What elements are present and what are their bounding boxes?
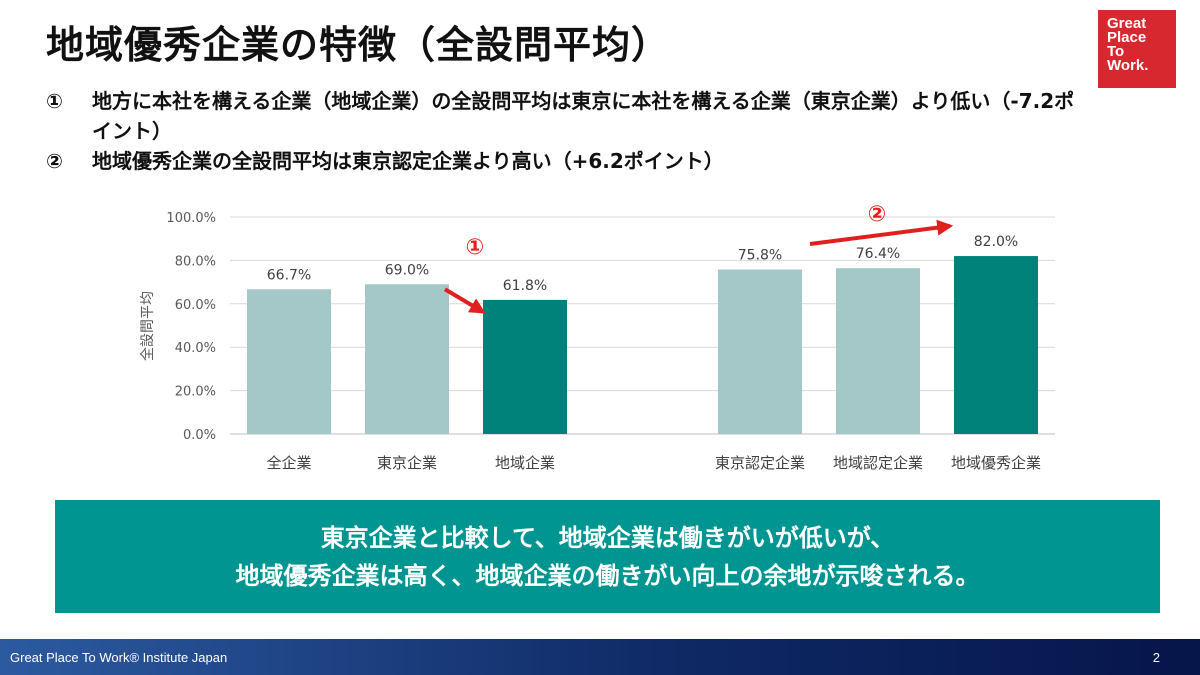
data-label: 69.0% xyxy=(385,262,429,278)
key-point-number: ① xyxy=(46,89,63,113)
key-point-number: ② xyxy=(46,149,63,173)
logo-line-2: Place xyxy=(1107,29,1147,46)
data-label: 61.8% xyxy=(503,278,547,294)
annotation-label: ② xyxy=(868,202,887,227)
x-tick-label: 地域企業 xyxy=(495,454,555,472)
y-tick-label: 0.0% xyxy=(183,428,216,443)
logo-line-4: Work. xyxy=(1107,57,1149,74)
bar xyxy=(247,289,331,434)
x-tick-label: 地域認定企業 xyxy=(833,454,923,472)
logo-line-1: Great xyxy=(1107,15,1147,32)
x-tick-label: 地域優秀企業 xyxy=(951,454,1041,472)
key-point-text: 地方に本社を構える企業（地域企業）の全設問平均は東京に本社を構える企業（東京企業… xyxy=(92,89,1075,143)
annotation-arrow xyxy=(809,219,954,246)
x-tick-label: 東京認定企業 xyxy=(715,454,805,472)
y-tick-label: 80.0% xyxy=(175,254,216,269)
key-points: ① 地方に本社を構える企業（地域企業）の全設問平均は東京に本社を構える企業（東京… xyxy=(46,86,1086,176)
data-label: 76.4% xyxy=(856,246,900,262)
y-tick-label: 100.0% xyxy=(166,211,216,226)
bar xyxy=(365,284,449,434)
data-label: 82.0% xyxy=(974,234,1018,250)
key-point-2: ② 地域優秀企業の全設問平均は東京認定企業より高い（+6.2ポイント） xyxy=(46,146,1086,176)
y-tick-label: 60.0% xyxy=(175,298,216,313)
x-tick-label: 全企業 xyxy=(266,454,311,472)
gptw-logo: Great Place To Work. xyxy=(1098,10,1176,88)
bar xyxy=(483,299,567,434)
data-label: 66.7% xyxy=(267,267,311,283)
key-point-1: ① 地方に本社を構える企業（地域企業）の全設問平均は東京に本社を構える企業（東京… xyxy=(46,86,1086,146)
bar xyxy=(836,268,920,434)
y-tick-label: 40.0% xyxy=(175,341,216,356)
footer-bar: Great Place To Work® Institute Japan 2 xyxy=(0,639,1200,675)
logo-line-3: To xyxy=(1107,43,1125,60)
key-point-text: 地域優秀企業の全設問平均は東京認定企業より高い（+6.2ポイント） xyxy=(92,149,724,173)
y-tick-label: 20.0% xyxy=(175,385,216,400)
annotation-arrow xyxy=(443,287,486,314)
annotation-label: ① xyxy=(466,235,485,260)
conclusion-banner: 東京企業と比較して、地域企業は働きがいが低いが、 地域優秀企業は高く、地域企業の… xyxy=(55,500,1160,613)
conclusion-line-2: 地域優秀企業は高く、地域企業の働きがい向上の余地が示唆される。 xyxy=(235,561,980,590)
footer-organization: Great Place To Work® Institute Japan xyxy=(10,650,228,665)
conclusion-line-1: 東京企業と比較して、地域企業は働きがいが低いが、 xyxy=(320,523,895,552)
page-title: 地域優秀企業の特徴（全設問平均） xyxy=(46,23,671,67)
x-tick-label: 東京企業 xyxy=(377,454,437,472)
bar-chart: 0.0% 20.0% 40.0% 60.0% 80.0% 100.0% 全設問平均 66.7%… xyxy=(139,202,1055,472)
y-axis-title: 全設問平均 xyxy=(139,291,156,361)
data-label: 75.8% xyxy=(738,248,782,264)
page-number: 2 xyxy=(1152,650,1160,665)
bar xyxy=(954,256,1038,434)
bar xyxy=(718,269,802,434)
